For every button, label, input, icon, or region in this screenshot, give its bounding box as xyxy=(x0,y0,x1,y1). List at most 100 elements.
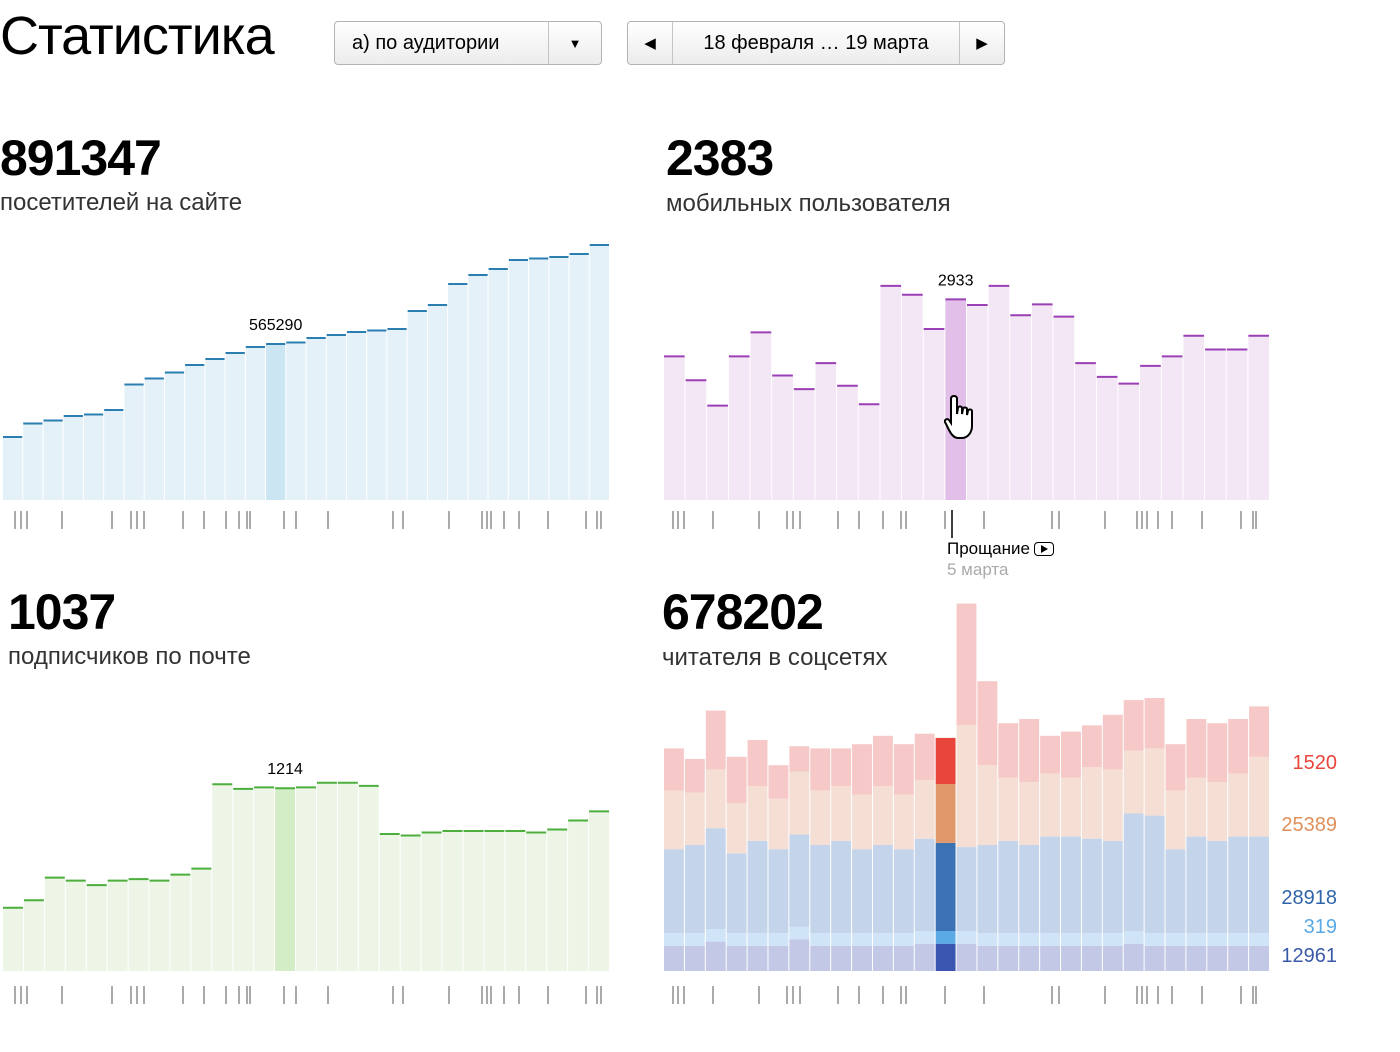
social-segment xyxy=(1081,767,1102,839)
social-segment xyxy=(956,847,977,932)
email-bar xyxy=(379,833,400,971)
visitors-bar xyxy=(164,372,185,500)
visitors-bar xyxy=(124,384,144,500)
mobile-bar xyxy=(967,305,988,500)
social-segment xyxy=(977,933,998,946)
visitors-bar xyxy=(589,245,609,500)
visitors-bar xyxy=(104,410,124,500)
email-bar xyxy=(191,868,212,971)
social-segment xyxy=(1186,777,1207,837)
mobile-bar xyxy=(1161,356,1183,500)
social-segment xyxy=(1040,933,1061,946)
social-segment xyxy=(914,779,935,839)
social-segment xyxy=(872,845,893,934)
social-segment xyxy=(1061,945,1081,971)
email-bar xyxy=(568,820,589,971)
social-segment xyxy=(684,845,705,934)
social-segment xyxy=(1061,933,1081,946)
social-segment xyxy=(1186,719,1207,778)
social-segment xyxy=(1019,782,1040,845)
social-segment xyxy=(664,933,684,946)
social-segment xyxy=(810,933,831,946)
event-date: 5 марта xyxy=(947,560,1009,579)
visitors-bar xyxy=(3,437,23,500)
visitors-bar xyxy=(326,335,346,500)
legend-value-5: 12961 xyxy=(1281,945,1337,967)
mobile-bar xyxy=(1096,376,1118,500)
email-bar xyxy=(442,830,463,971)
visitors-bar xyxy=(205,359,225,500)
social-segment xyxy=(768,765,789,799)
mobile-highlight-label: 2933 xyxy=(938,272,974,289)
mode-dropdown[interactable]: а) по аудитории ▼ xyxy=(334,21,602,65)
visitors-bar xyxy=(225,353,245,500)
mobile-bar xyxy=(1205,349,1226,500)
social-segment xyxy=(789,834,810,927)
social-segment xyxy=(747,840,768,934)
email-bar xyxy=(589,811,609,971)
social-segment xyxy=(935,842,956,932)
visitors-bar xyxy=(43,420,63,500)
social-segment xyxy=(1019,933,1040,946)
mobile-bar xyxy=(1183,335,1205,500)
play-icon[interactable] xyxy=(1033,542,1054,556)
social-segment xyxy=(872,933,893,946)
visitors-bar xyxy=(266,344,286,500)
social-segment xyxy=(726,933,747,946)
social-segment xyxy=(1186,945,1207,971)
social-segment xyxy=(664,945,684,971)
social-segment xyxy=(768,849,789,934)
email-bar xyxy=(505,830,526,971)
social-segment xyxy=(1228,719,1249,774)
social-segment xyxy=(935,931,956,944)
social-segment xyxy=(956,931,977,944)
social-segment xyxy=(831,840,852,934)
mobile-bar xyxy=(1031,304,1053,500)
mobile-bar xyxy=(815,363,837,500)
visitors-label: посетителей на сайте xyxy=(0,189,243,216)
social-segment xyxy=(831,933,852,946)
social-segment xyxy=(664,790,684,850)
social-segment xyxy=(1186,836,1207,934)
email-bar xyxy=(149,880,170,971)
social-segment xyxy=(914,733,935,780)
social-segment xyxy=(977,945,998,971)
mobile-bar xyxy=(1053,316,1075,500)
social-segment xyxy=(810,845,831,934)
mobile-bar xyxy=(1075,363,1096,500)
prev-period-icon[interactable]: ◀ xyxy=(628,22,673,64)
social-segment xyxy=(1081,725,1102,768)
social-segment xyxy=(1249,706,1269,757)
social-segment xyxy=(872,945,893,971)
date-range-label: 18 февраля … 19 марта xyxy=(703,31,929,54)
social-segment xyxy=(1081,945,1102,971)
social-segment xyxy=(747,786,768,841)
legend-value-4: 319 xyxy=(1303,916,1337,938)
social-segment xyxy=(914,838,935,932)
email-count: 1037 xyxy=(8,584,116,640)
visitors-bar xyxy=(529,258,549,500)
chevron-down-icon[interactable]: ▼ xyxy=(548,22,601,64)
mobile-count: 2383 xyxy=(666,130,774,186)
social-segment xyxy=(998,945,1019,971)
mobile-bar xyxy=(902,294,923,500)
hand-cursor-icon xyxy=(944,394,973,439)
social-segment xyxy=(810,945,831,971)
visitors-bar xyxy=(387,329,407,500)
date-range-picker[interactable]: ◀ 18 февраля … 19 марта ▶ xyxy=(627,21,1005,65)
social-segment xyxy=(664,849,684,934)
email-bar xyxy=(233,788,254,971)
social-segment xyxy=(1061,836,1081,934)
social-segment xyxy=(705,828,726,929)
visitors-bar xyxy=(427,305,448,500)
social-segment xyxy=(1019,945,1040,971)
event-marker[interactable]: Прощание xyxy=(947,539,1054,559)
social-segment xyxy=(747,740,768,787)
social-segment xyxy=(935,943,956,971)
social-segment xyxy=(1207,840,1228,934)
next-period-icon[interactable]: ▶ xyxy=(959,22,1004,64)
social-segment xyxy=(1249,945,1269,971)
mobile-bar xyxy=(1140,365,1161,500)
social-segment xyxy=(1165,933,1186,946)
